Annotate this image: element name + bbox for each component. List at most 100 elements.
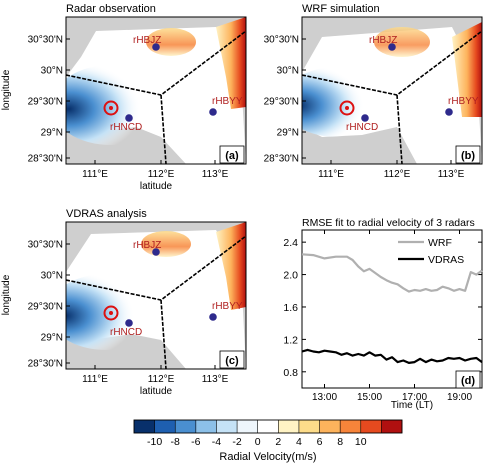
legend-label: WRF: [428, 237, 452, 249]
colorbar-bin: [298, 420, 320, 433]
panel-frame: [65, 221, 247, 370]
inbound-velocity-area: [66, 65, 171, 145]
map-ylabel: longitude: [1, 69, 12, 110]
station-label-hncd: rHNCD: [110, 327, 142, 338]
station-hbjz: [152, 248, 160, 256]
station-hncd: [125, 319, 133, 327]
station-label-hbyy: rHBYY: [448, 96, 479, 107]
y-tick-label: 0.8: [283, 367, 298, 379]
x-tick-label: 13:00: [312, 392, 337, 403]
series-line-wrf: [301, 253, 483, 293]
map-lat-tick-label: 28°30'N: [28, 154, 63, 165]
x-tick-label: 15:00: [357, 392, 382, 403]
colorbar-bin: [278, 420, 300, 433]
radar-site-marker: [339, 100, 355, 116]
colorbar-tick-label: -2: [232, 436, 241, 448]
map-lon-tick-label: 113°E: [202, 169, 229, 180]
panel-frame: [301, 16, 483, 165]
panel-title: Radar observation: [66, 3, 156, 15]
station-label-hncd: rHNCD: [346, 122, 378, 133]
map-lat-tick-label: 29°N: [277, 128, 299, 139]
colorbar-bin: [319, 420, 341, 433]
panel-tag-box: [455, 370, 481, 389]
colorbar-tick-label: -8: [171, 436, 180, 448]
outbound-velocity-east: [216, 17, 246, 109]
colorbar-tick-label: 8: [337, 436, 343, 448]
map-axes: 30°30'N 30°N 29°30'N 29°N 28°30'N 111°E 112°E 1…: [1, 35, 465, 398]
panel-title: WRF simulation: [302, 3, 380, 15]
colorbar-bin: [134, 420, 155, 433]
station-label-hbjz: rHBJZ: [369, 35, 397, 46]
radar-site-center: [109, 106, 113, 110]
colorbar-bin: [154, 420, 176, 433]
series-line-vdras: [301, 348, 483, 364]
colorbar-bin: [257, 420, 279, 433]
colorbar-bin: [175, 420, 197, 433]
station-label-hbjz: rHBJZ: [133, 240, 161, 251]
colorbar-tick-label: 2: [275, 436, 281, 448]
station-hbjz: [152, 43, 160, 51]
panel-wrf-simulation: [301, 16, 483, 165]
y-tick-label: 2.0: [283, 270, 298, 282]
map-lat-tick-label: 30°30'N: [264, 35, 299, 46]
y-tick-label: 2.4: [283, 237, 298, 249]
map-lat-tick-label: 29°30'N: [264, 97, 299, 108]
panel-tag-box: [455, 145, 481, 164]
colorbar-tick-label: -4: [212, 436, 221, 448]
province-border: [396, 94, 403, 164]
map-lat-tick-label: 28°30'N: [264, 154, 299, 165]
colorbar-tick-label: 10: [355, 436, 367, 448]
map-lat-tick-label: 28°30'N: [28, 359, 63, 370]
outbound-velocity-north: [374, 27, 430, 57]
map-lon-tick-label: 112°E: [148, 374, 175, 385]
colorbar-tick-label: -10: [147, 436, 162, 448]
map-lat-tick-label: 30°N: [277, 66, 299, 77]
map-ylabel: longitude: [1, 274, 12, 315]
colorbar-bin: [340, 420, 362, 433]
y-tick-label: 1.2: [283, 334, 298, 346]
x-tick-label: 19:00: [447, 392, 472, 403]
station-hbjz: [388, 43, 396, 51]
map-lon-tick-label: 112°E: [384, 169, 411, 180]
panel-radar-observation: [65, 16, 247, 165]
station-label-hncd: rHNCD: [110, 122, 142, 133]
province-border: [160, 299, 167, 369]
colorbar-bin: [216, 420, 238, 433]
radar-site-marker: [103, 305, 119, 321]
station-hncd: [125, 114, 133, 122]
map-lat-tick-label: 29°N: [41, 333, 63, 344]
map-lon-tick-label: 111°E: [82, 374, 108, 385]
map-lat-tick-label: 29°N: [41, 128, 63, 139]
map-lat-tick-label: 30°N: [41, 66, 63, 77]
colorbar-label: Radial Velocity(m/s): [219, 451, 316, 463]
map-xlabel: latitude: [140, 386, 173, 397]
map-lat-tick-label: 30°30'N: [28, 240, 63, 251]
map-lat-tick-label: 29°30'N: [28, 97, 63, 108]
map-lon-tick-label: 111°E: [318, 169, 344, 180]
colorbar-frame: [133, 419, 403, 434]
rmse-line-chart: 0.8 1.2 1.6 2.0 2.4 13:00 15:00 17:00 19:00 WRF VD…: [283, 229, 483, 403]
y-tick-label: 1.6: [283, 302, 298, 314]
panel-tag: (d): [461, 375, 475, 387]
station-label-hbyy: rHBYY: [212, 96, 243, 107]
colorbar-tick-label: 4: [296, 436, 302, 448]
panel-title: VDRAS analysis: [66, 208, 147, 220]
map-lat-tick-label: 30°30'N: [28, 35, 63, 46]
map-lon-tick-label: 111°E: [82, 169, 108, 180]
map-lon-tick-label: 113°E: [202, 374, 229, 385]
station-hbyy: [209, 313, 217, 321]
station-hbyy: [445, 108, 453, 116]
outbound-velocity-east: [452, 22, 482, 117]
radar-site-marker: [103, 100, 119, 116]
colorbar: -10 -8 -6 -4 -2 0 2 4 6 8 10: [133, 419, 403, 448]
station-label-hbyy: rHBYY: [212, 301, 243, 312]
x-tick-label: 17:00: [402, 392, 427, 403]
station-hbyy: [209, 108, 217, 116]
map-lon-tick-label: 112°E: [148, 169, 175, 180]
map-xlabel: latitude: [140, 181, 173, 192]
colorbar-bin: [195, 420, 217, 433]
panel-vdras-analysis: [65, 221, 247, 370]
province-border: [160, 94, 167, 164]
map-lon-tick-label: 113°E: [438, 169, 465, 180]
